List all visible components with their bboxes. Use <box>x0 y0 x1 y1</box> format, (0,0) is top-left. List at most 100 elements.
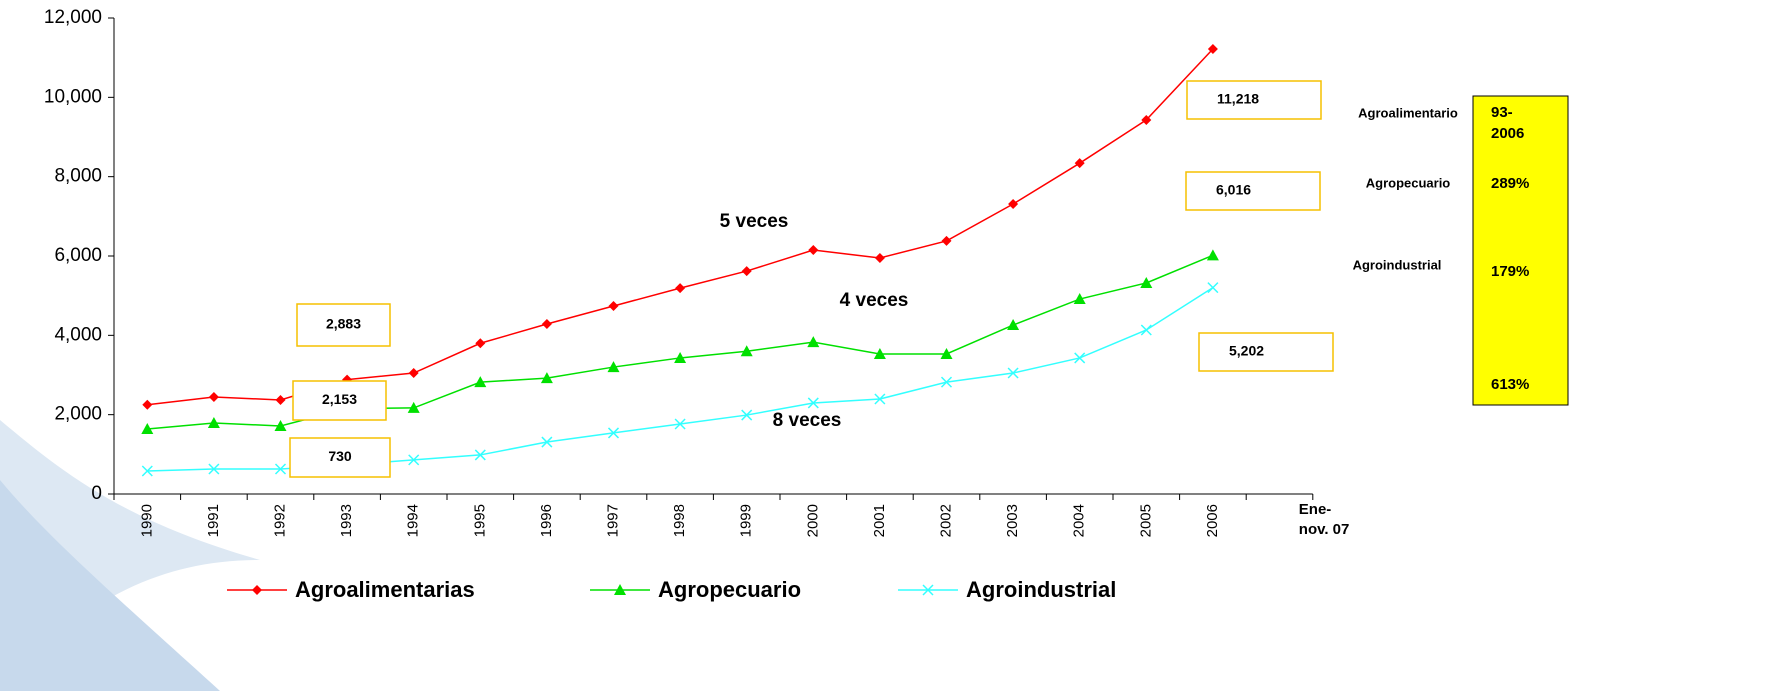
x-tick-label: 1994 <box>405 504 422 537</box>
value-label: 2,883 <box>326 316 361 332</box>
value-label: 6,016 <box>1216 182 1251 198</box>
data-point <box>808 245 819 256</box>
data-point <box>940 376 953 388</box>
data-point <box>540 372 553 384</box>
data-point <box>474 449 486 461</box>
data-point <box>740 345 753 357</box>
legend-marker <box>922 584 934 596</box>
data-point <box>1206 249 1219 261</box>
annotation: 4 veces <box>840 290 909 311</box>
data-point <box>475 338 486 349</box>
data-point <box>741 266 752 277</box>
y-tick-label: 10,000 <box>44 86 102 107</box>
data-point <box>607 427 620 439</box>
data-point <box>873 347 886 359</box>
background-swoosh <box>0 480 220 691</box>
x-tick-label: 2003 <box>1004 504 1021 537</box>
data-point <box>940 347 953 359</box>
legend-marker <box>614 584 626 595</box>
data-point <box>474 376 487 388</box>
value-label-box <box>1198 332 1334 372</box>
data-point <box>1207 282 1219 294</box>
data-point <box>874 252 885 263</box>
data-point <box>1007 367 1019 379</box>
data-point <box>207 416 220 428</box>
data-point <box>607 361 620 373</box>
value-label: 2,153 <box>322 391 357 407</box>
data-point <box>608 300 619 311</box>
x-tick-label: 1996 <box>538 504 555 537</box>
value-label-box <box>1186 80 1322 120</box>
x-tick-label: 2005 <box>1137 504 1154 537</box>
legend-label: Agroalimentarias <box>295 577 475 602</box>
data-point <box>1207 44 1218 55</box>
data-point <box>874 393 886 405</box>
value-label-box <box>292 380 387 421</box>
x-tick-label: 2000 <box>804 504 821 537</box>
data-point <box>407 401 420 413</box>
data-point <box>1140 276 1153 288</box>
annotation: 5 veces <box>720 211 789 232</box>
y-tick-label: 8,000 <box>54 166 102 187</box>
growth-box <box>1472 95 1569 406</box>
series-line <box>147 48 1214 406</box>
value-label-box <box>1185 171 1321 211</box>
data-point <box>1141 114 1152 125</box>
legend-marker <box>252 585 262 595</box>
x-tick-label: 1997 <box>604 504 621 537</box>
data-point <box>674 351 687 363</box>
x-tick-label: 2002 <box>937 504 954 537</box>
value-label-box <box>289 437 391 478</box>
data-point <box>541 319 552 330</box>
y-tick-label: 6,000 <box>54 245 102 266</box>
x-tick-label: 1995 <box>471 504 488 537</box>
x-tick-label: 2006 <box>1204 504 1221 537</box>
data-point <box>1074 158 1085 169</box>
data-point <box>941 235 952 246</box>
growth-label: Agroalimentario <box>1358 105 1458 120</box>
data-point <box>807 397 819 409</box>
y-tick-label: 4,000 <box>54 324 102 345</box>
x-tick-label: Ene-nov. 07 <box>1299 501 1350 538</box>
data-point <box>741 409 753 421</box>
data-point <box>141 465 153 477</box>
data-point <box>541 436 553 448</box>
value-label-box <box>296 303 391 347</box>
x-tick-label: 1993 <box>338 504 355 537</box>
value-label: 730 <box>328 448 352 464</box>
x-tick-label: 2004 <box>1071 504 1088 537</box>
growth-label: Agroindustrial <box>1353 257 1442 272</box>
data-point <box>275 394 286 405</box>
data-point <box>807 336 820 348</box>
growth-header: 93-2006 <box>1491 104 1524 142</box>
data-point <box>208 463 220 475</box>
data-point <box>674 418 686 430</box>
data-point <box>1073 293 1086 305</box>
y-tick-label: 2,000 <box>54 404 102 425</box>
data-point <box>1008 199 1019 210</box>
growth-value: 179% <box>1491 263 1529 280</box>
data-point <box>142 399 153 410</box>
growth-label: Agropecuario <box>1366 175 1451 190</box>
data-point <box>274 463 287 475</box>
legend-label: Agroindustrial <box>966 577 1116 602</box>
y-tick-label: 0 <box>91 483 102 504</box>
growth-value: 289% <box>1491 175 1529 192</box>
x-tick-label: 2001 <box>871 504 888 537</box>
annotation: 8 veces <box>773 410 842 431</box>
x-tick-label: 1991 <box>205 504 222 537</box>
x-tick-label: 1998 <box>671 504 688 537</box>
data-point <box>1140 324 1152 336</box>
value-label: 11,218 <box>1217 91 1259 107</box>
data-point <box>141 422 154 434</box>
data-point <box>408 368 419 379</box>
value-label: 5,202 <box>1229 343 1264 359</box>
data-point <box>274 419 287 431</box>
data-point <box>408 454 420 466</box>
y-tick-label: 12,000 <box>44 7 102 28</box>
x-tick-label: 1992 <box>271 504 288 537</box>
x-tick-label: 1999 <box>738 504 755 537</box>
x-tick-label: 1990 <box>138 504 155 537</box>
data-point <box>1007 319 1020 331</box>
